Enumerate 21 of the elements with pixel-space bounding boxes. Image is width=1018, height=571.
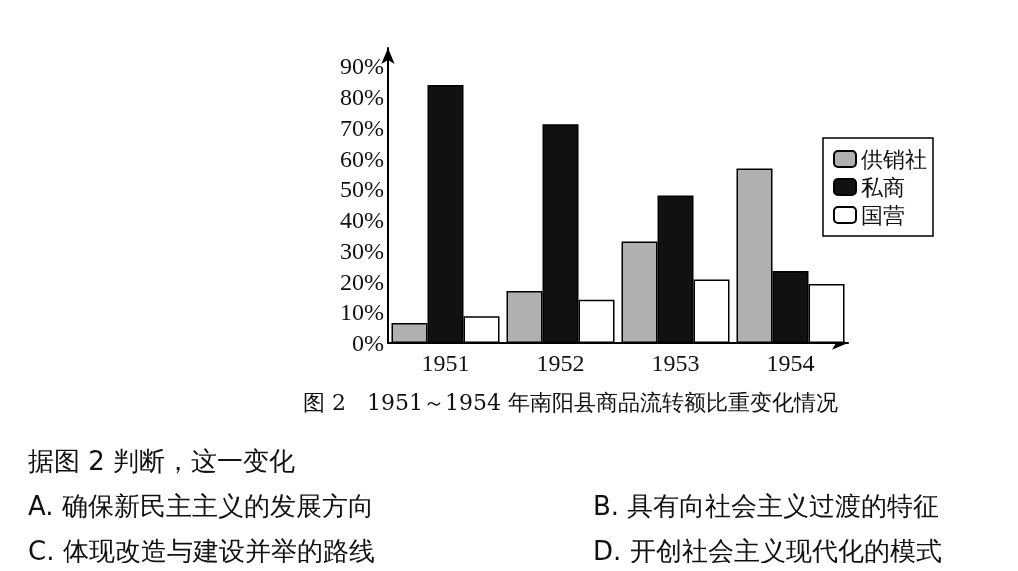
x-tick-label: 1952 — [536, 350, 585, 376]
legend-label: 私商 — [861, 174, 905, 200]
y-tick-label: 40% — [340, 207, 384, 234]
y-tick-label: 0% — [352, 330, 384, 356]
legend-label: 供销社 — [861, 146, 927, 172]
text: B. 具有向社会主义过渡的特征 — [593, 491, 940, 521]
y-tick-label: 20% — [340, 268, 384, 295]
legend-label: 国营 — [861, 202, 905, 228]
x-tick-label: 1951 — [421, 350, 470, 376]
x-tick-label: 1953 — [651, 350, 700, 376]
text: 据图 2 判断，这一变化 — [28, 446, 296, 476]
y-tick-label: 70% — [340, 114, 384, 141]
text: 图 2 1951～1954 年南阳县商品流转额比重变化情况 — [303, 389, 838, 415]
x-tick-label: 1954 — [766, 350, 815, 376]
y-tick-label: 30% — [340, 237, 384, 264]
y-tick-label: 60% — [340, 145, 384, 172]
y-tick-label: 10% — [340, 299, 384, 326]
y-tick-label: 50% — [340, 176, 384, 203]
y-tick-label: 90% — [340, 53, 384, 80]
text: A. 确保新民主主义的发展方向 — [28, 491, 374, 521]
y-tick-label: 80% — [340, 84, 384, 111]
